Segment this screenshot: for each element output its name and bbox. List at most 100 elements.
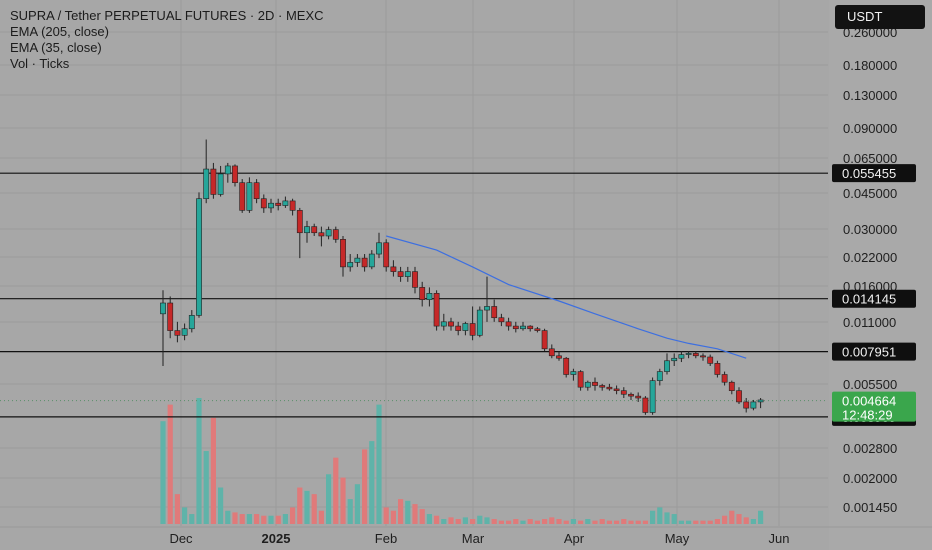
candle-body	[174, 330, 181, 336]
volume-bar	[470, 519, 476, 524]
candle-body	[620, 390, 627, 395]
volume-bar	[210, 417, 216, 524]
volume-bar	[261, 515, 267, 524]
volume-bar	[678, 520, 684, 524]
candle-body	[210, 168, 217, 195]
volume-bar	[434, 515, 440, 524]
volume-bar	[304, 490, 310, 524]
volume-bar	[642, 520, 648, 524]
volume-bar	[189, 514, 195, 524]
candle-body	[606, 386, 613, 390]
volume-bar	[354, 484, 360, 524]
volume-bar	[700, 520, 706, 524]
price-tick-label: 0.065000	[843, 151, 897, 166]
volume-bar	[225, 510, 231, 524]
candle-body	[721, 374, 728, 383]
candle-body	[289, 200, 296, 211]
candle-body	[577, 371, 584, 388]
volume-bar	[743, 517, 749, 524]
volume-bar	[671, 514, 677, 524]
volume-bar	[239, 514, 245, 524]
candle-body	[556, 355, 562, 359]
indicator-ema-205[interactable]: EMA (205, close)	[10, 24, 109, 39]
candle-body	[728, 381, 735, 391]
candle-body	[232, 165, 238, 183]
candle-body	[239, 182, 246, 211]
candle-body	[296, 210, 303, 234]
price-tick-label: 0.002800	[843, 441, 897, 456]
candle-body	[592, 381, 598, 386]
time-tick-label: Feb	[375, 531, 397, 546]
volume-bar	[758, 510, 764, 524]
candle-body	[260, 198, 267, 209]
volume-bar	[390, 510, 396, 524]
volume-bar	[182, 507, 188, 524]
candle-body	[584, 381, 591, 388]
volume-bar	[563, 520, 569, 524]
candle-body	[203, 168, 210, 200]
price-tick-label: 0.180000	[843, 58, 897, 73]
level-label-bg	[832, 342, 916, 361]
level-label-bg	[832, 289, 916, 308]
candle-body	[534, 328, 541, 331]
candle-body	[426, 293, 433, 300]
candle-body	[476, 309, 483, 336]
candle-body	[448, 321, 454, 327]
currency-button[interactable]: USDT	[835, 5, 925, 29]
candle-body	[383, 242, 390, 268]
volume-bar	[657, 507, 663, 524]
price-tick-label: 0.030000	[843, 222, 897, 237]
volume-bar	[570, 519, 576, 524]
volume-bar	[542, 519, 548, 524]
last-price-label: 0.004664	[842, 394, 896, 409]
candle-body	[217, 173, 224, 195]
volume-bar	[441, 519, 447, 524]
volume-bar	[549, 517, 555, 524]
candle-body	[404, 271, 411, 277]
time-tick-label: Apr	[564, 531, 585, 546]
indicator-ema-35[interactable]: EMA (35, close)	[10, 40, 102, 55]
volume-bar	[714, 519, 720, 524]
indicator-volume[interactable]: Vol · Ticks	[10, 56, 70, 71]
volume-bar	[484, 517, 490, 524]
volume-bar	[419, 509, 425, 524]
candle-body	[491, 306, 498, 319]
symbol-title[interactable]: SUPRA / Tether PERPETUAL FUTURES · 2D · …	[10, 8, 324, 23]
volume-bar	[621, 519, 627, 524]
volume-bar	[707, 520, 713, 524]
time-tick-label: Dec	[169, 531, 193, 546]
level-label: 0.014145	[842, 292, 896, 307]
candle-body	[275, 202, 282, 206]
volume-bar	[527, 519, 533, 524]
candle-body	[188, 315, 195, 330]
candle-body	[750, 401, 757, 409]
volume-bar	[506, 520, 512, 524]
candle-body	[505, 321, 512, 327]
countdown-label: 12:48:29	[842, 408, 893, 423]
volume-bar	[686, 520, 692, 524]
volume-bar	[736, 514, 742, 524]
volume-bar	[290, 507, 296, 524]
candle-body	[440, 321, 447, 327]
volume-bar	[664, 512, 670, 524]
candle-body	[390, 266, 397, 272]
candle-body	[253, 182, 260, 200]
volume-bar	[376, 404, 382, 524]
volume-bar	[606, 520, 612, 524]
volume-bar	[693, 520, 699, 524]
volume-bar	[578, 520, 584, 524]
volume-bar	[268, 515, 274, 524]
candle-body	[268, 202, 274, 209]
candle-body	[548, 348, 555, 357]
volume-bar	[174, 494, 180, 524]
volume-bar	[369, 441, 375, 524]
volume-bar	[498, 520, 504, 524]
volume-bar	[167, 404, 173, 524]
volume-bar	[203, 451, 209, 524]
candle-body	[642, 397, 649, 413]
candle-body	[419, 287, 426, 300]
volume-bar	[426, 514, 432, 524]
candle-body	[368, 253, 375, 268]
candle-body	[570, 371, 577, 375]
